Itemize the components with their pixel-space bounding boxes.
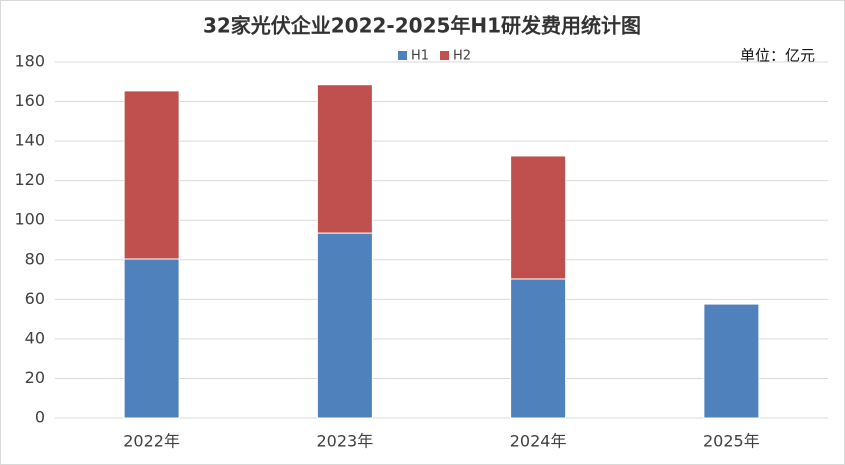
bar-segment (703, 303, 760, 419)
bar-segment (510, 155, 567, 280)
y-tick-label: 40 (25, 328, 45, 347)
bar-segment (123, 90, 180, 260)
y-tick-label: 80 (25, 249, 45, 268)
x-tick-label: 2023年 (317, 432, 374, 451)
y-tick-label: 100 (14, 210, 45, 229)
bar-segment (510, 278, 567, 419)
legend-swatch (398, 51, 407, 60)
x-tick-label: 2024年 (510, 432, 567, 451)
y-tick-label: 160 (14, 91, 45, 110)
y-tick-label: 180 (14, 52, 45, 71)
legend-label: H2 (453, 49, 471, 64)
y-tick-label: 20 (25, 368, 45, 387)
y-tick-label: 140 (14, 131, 45, 150)
legend-label: H1 (411, 49, 429, 64)
x-tick-label: 2022年 (123, 432, 180, 451)
unit-label: 单位：亿元 (740, 47, 815, 65)
bar-segment (123, 258, 180, 419)
bar-segment (316, 84, 373, 234)
legend-swatch (440, 51, 449, 60)
y-tick-label: 60 (25, 289, 45, 308)
y-tick-label: 0 (35, 408, 45, 427)
chart-title: 32家光伏企业2022-2025年H1研发费用统计图 (203, 14, 641, 38)
bar-segment (316, 232, 373, 419)
y-tick-label: 120 (14, 170, 45, 189)
x-tick-label: 2025年 (703, 432, 760, 451)
